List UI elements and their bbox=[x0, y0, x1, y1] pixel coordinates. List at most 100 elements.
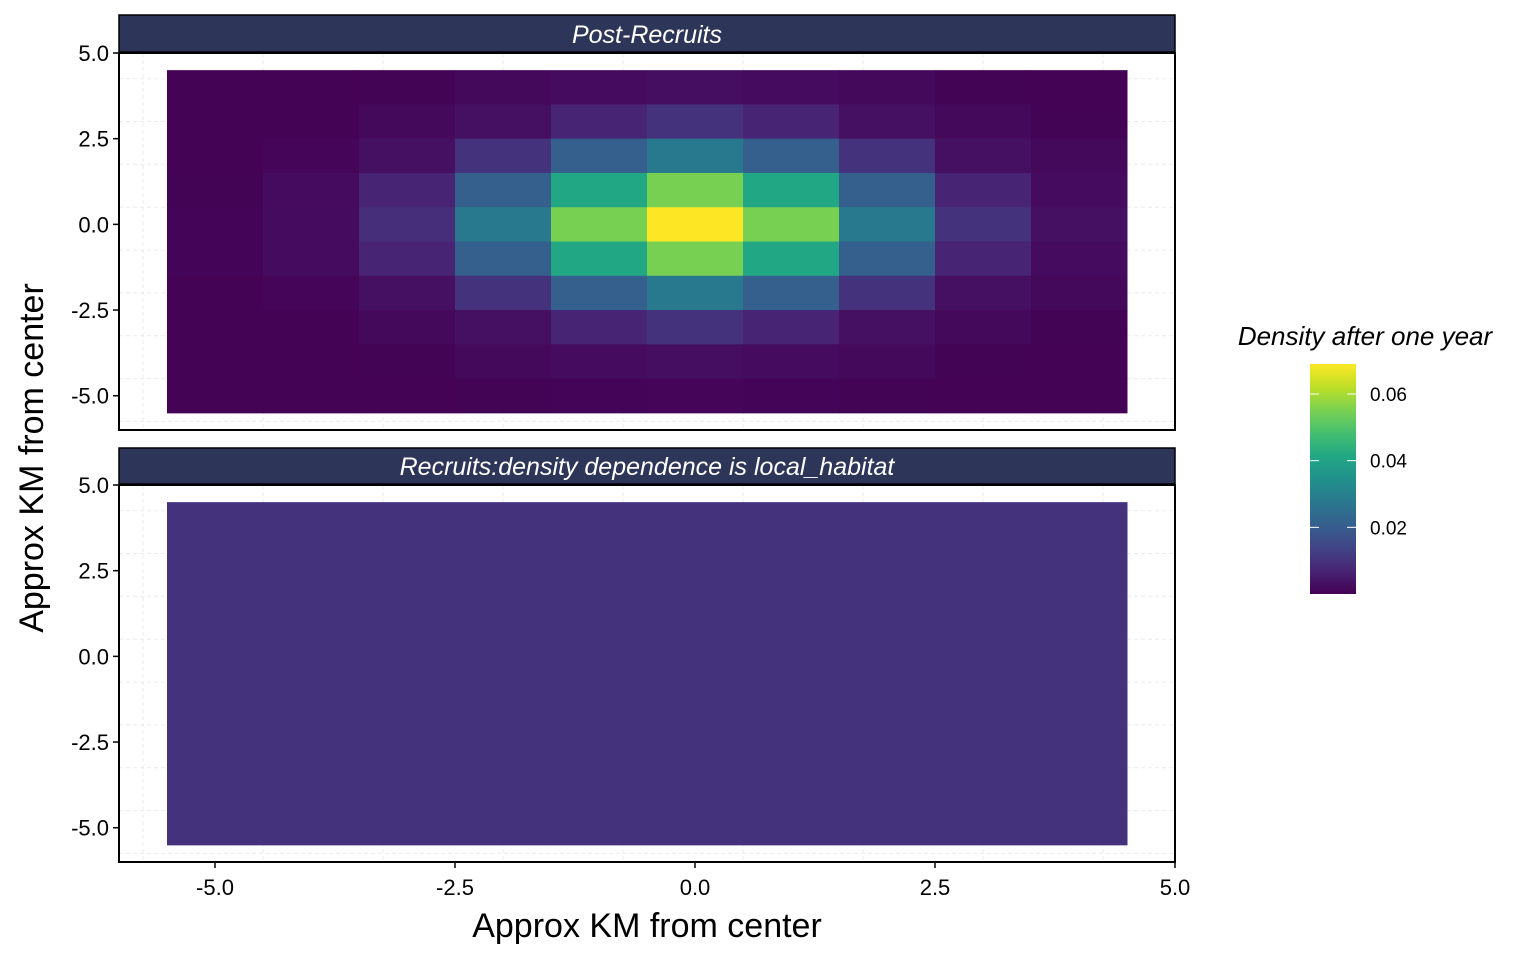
heatmap-cell bbox=[647, 378, 744, 414]
heatmap-cell bbox=[263, 172, 360, 208]
heatmap-cell bbox=[839, 536, 936, 572]
heatmap-cell bbox=[1031, 570, 1128, 606]
heatmap-cell bbox=[167, 70, 264, 105]
heatmap-cell bbox=[359, 502, 456, 537]
heatmap-cell bbox=[359, 172, 456, 208]
heatmap-cell bbox=[455, 172, 552, 208]
heatmap-cell bbox=[263, 536, 360, 572]
y-tick-label: -5.0 bbox=[71, 816, 109, 841]
heatmap-cell bbox=[167, 639, 264, 674]
heatmap-cell bbox=[647, 536, 744, 572]
heatmap-cell bbox=[167, 275, 264, 311]
heatmap-cell bbox=[263, 378, 360, 414]
heatmap-cell bbox=[359, 275, 456, 311]
y-tick-label: 2.5 bbox=[78, 559, 109, 584]
heatmap-cell bbox=[647, 172, 744, 208]
heatmap-cell bbox=[263, 570, 360, 606]
heatmap-cell bbox=[647, 570, 744, 606]
heatmap-cell bbox=[647, 776, 744, 812]
legend-ticks: 0.06 0.04 0.02 bbox=[1310, 385, 1407, 539]
x-axis-ticks: -5.0 -2.5 0.0 2.5 5.0 bbox=[196, 862, 1190, 900]
heatmap-cell bbox=[743, 776, 840, 812]
heatmap-cell bbox=[743, 639, 840, 674]
heatmap-cell bbox=[743, 378, 840, 414]
heatmap-cell bbox=[263, 70, 360, 105]
heatmap-cell bbox=[1031, 138, 1128, 174]
heatmap-cell bbox=[743, 344, 840, 380]
heatmap-cell bbox=[455, 570, 552, 606]
heatmap-cell bbox=[455, 344, 552, 380]
heatmap-cells bbox=[167, 502, 1128, 846]
heatmap-cell bbox=[263, 310, 360, 345]
heatmap-cell bbox=[551, 776, 648, 812]
heatmap-cell bbox=[647, 502, 744, 537]
heatmap-cell bbox=[359, 776, 456, 812]
heatmap-cell bbox=[839, 138, 936, 174]
x-tick-label: -5.0 bbox=[196, 875, 234, 900]
heatmap-cell bbox=[263, 104, 360, 140]
heatmap-cell bbox=[935, 172, 1032, 208]
heatmap-cell bbox=[743, 536, 840, 572]
heatmap-cell bbox=[935, 104, 1032, 140]
heatmap-cell bbox=[551, 241, 648, 277]
heatmap-cell bbox=[359, 138, 456, 174]
heatmap-cell bbox=[455, 707, 552, 743]
heatmap-cell bbox=[839, 207, 936, 242]
heatmap-cell bbox=[167, 502, 264, 537]
heatmap-cell bbox=[167, 207, 264, 242]
x-tick-label: -2.5 bbox=[436, 875, 474, 900]
heatmap-cell bbox=[743, 707, 840, 743]
heatmap-cell bbox=[455, 604, 552, 640]
heatmap-cell bbox=[167, 570, 264, 606]
heatmap-cell bbox=[935, 570, 1032, 606]
heatmap-cell bbox=[455, 310, 552, 345]
colorbar bbox=[1310, 364, 1356, 594]
y-tick-label: 5.0 bbox=[78, 473, 109, 498]
heatmap-cell bbox=[839, 707, 936, 743]
heatmap-cell bbox=[359, 70, 456, 105]
heatmap-cell bbox=[839, 604, 936, 640]
heatmap-cell bbox=[1031, 172, 1128, 208]
heatmap-cell bbox=[551, 275, 648, 311]
heatmap-cell bbox=[743, 241, 840, 277]
heatmap-cell bbox=[551, 172, 648, 208]
heatmap-cell bbox=[455, 207, 552, 242]
heatmap-cell bbox=[359, 673, 456, 709]
heatmap-cell bbox=[263, 707, 360, 743]
panel-border bbox=[118, 484, 1176, 863]
heatmap-cell bbox=[1031, 810, 1128, 846]
heatmap-cell bbox=[1031, 776, 1128, 812]
heatmap-cell bbox=[551, 378, 648, 414]
heatmap-cell bbox=[167, 536, 264, 572]
heatmap-cell bbox=[1031, 502, 1128, 537]
y-tick-label: -2.5 bbox=[71, 298, 109, 323]
heatmap-cell bbox=[743, 104, 840, 140]
heatmap-cell bbox=[647, 707, 744, 743]
heatmap-cell bbox=[935, 310, 1032, 345]
heatmap-cell bbox=[359, 104, 456, 140]
y-tick-label: 5.0 bbox=[78, 41, 109, 66]
heatmap-cell bbox=[839, 810, 936, 846]
heatmap-cell bbox=[1031, 536, 1128, 572]
heatmap-cell bbox=[359, 570, 456, 606]
heatmap-cell bbox=[839, 776, 936, 812]
y-axis-title: Approx KM from center bbox=[13, 283, 51, 633]
heatmap-cell bbox=[935, 241, 1032, 277]
heatmap-cell bbox=[455, 776, 552, 812]
heatmap-cell bbox=[743, 742, 840, 777]
heatmap-cell bbox=[455, 241, 552, 277]
heatmap-cell bbox=[167, 742, 264, 777]
heatmap-cell bbox=[743, 810, 840, 846]
heatmap-cell bbox=[935, 776, 1032, 812]
heatmap-cell bbox=[1031, 639, 1128, 674]
heatmap-cell bbox=[455, 104, 552, 140]
heatmap-cell bbox=[839, 275, 936, 311]
heatmap-cell bbox=[743, 604, 840, 640]
heatmap-cell bbox=[935, 207, 1032, 242]
heatmap-cell bbox=[1031, 104, 1128, 140]
heatmap-cell bbox=[743, 275, 840, 311]
heatmap-cell bbox=[647, 70, 744, 105]
heatmap-cell bbox=[167, 310, 264, 345]
heatmap-cell bbox=[263, 673, 360, 709]
x-tick-label: 0.0 bbox=[680, 875, 711, 900]
